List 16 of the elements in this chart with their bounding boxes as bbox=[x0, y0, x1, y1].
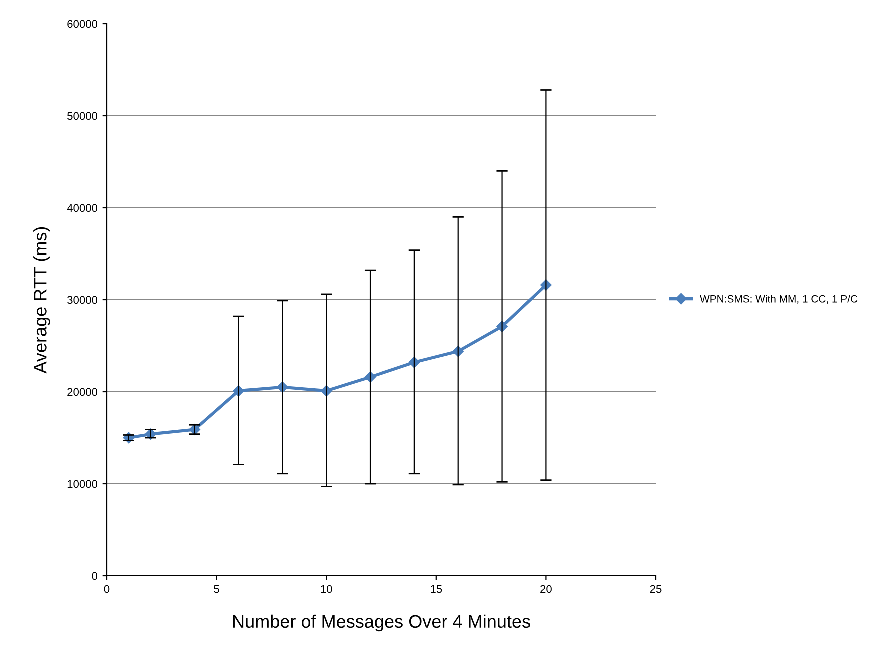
y-tick-label: 60000 bbox=[68, 20, 98, 28]
x-tick-label: 0 bbox=[104, 585, 110, 594]
legend-label: WPN:SMS: With MM, 1 CC, 1 P/C bbox=[700, 295, 858, 304]
x-tick-label: 25 bbox=[650, 585, 662, 594]
y-tick-label: 50000 bbox=[68, 112, 98, 120]
x-tick-label: 5 bbox=[214, 585, 220, 594]
x-axis-title: Number of Messages Over 4 Minutes bbox=[233, 614, 530, 632]
y-tick-label: 30000 bbox=[68, 296, 98, 304]
x-tick-label: 15 bbox=[431, 585, 442, 594]
x-tick-label: 20 bbox=[540, 585, 552, 594]
y-axis-title: Average RTT (ms) bbox=[34, 227, 50, 374]
y-tick-label: 20000 bbox=[68, 388, 98, 396]
y-tick-label: 40000 bbox=[67, 204, 98, 212]
x-tick-label: 10 bbox=[321, 585, 332, 594]
y-tick-label: 10000 bbox=[68, 480, 98, 488]
y-tick-label: 0 bbox=[92, 572, 98, 580]
